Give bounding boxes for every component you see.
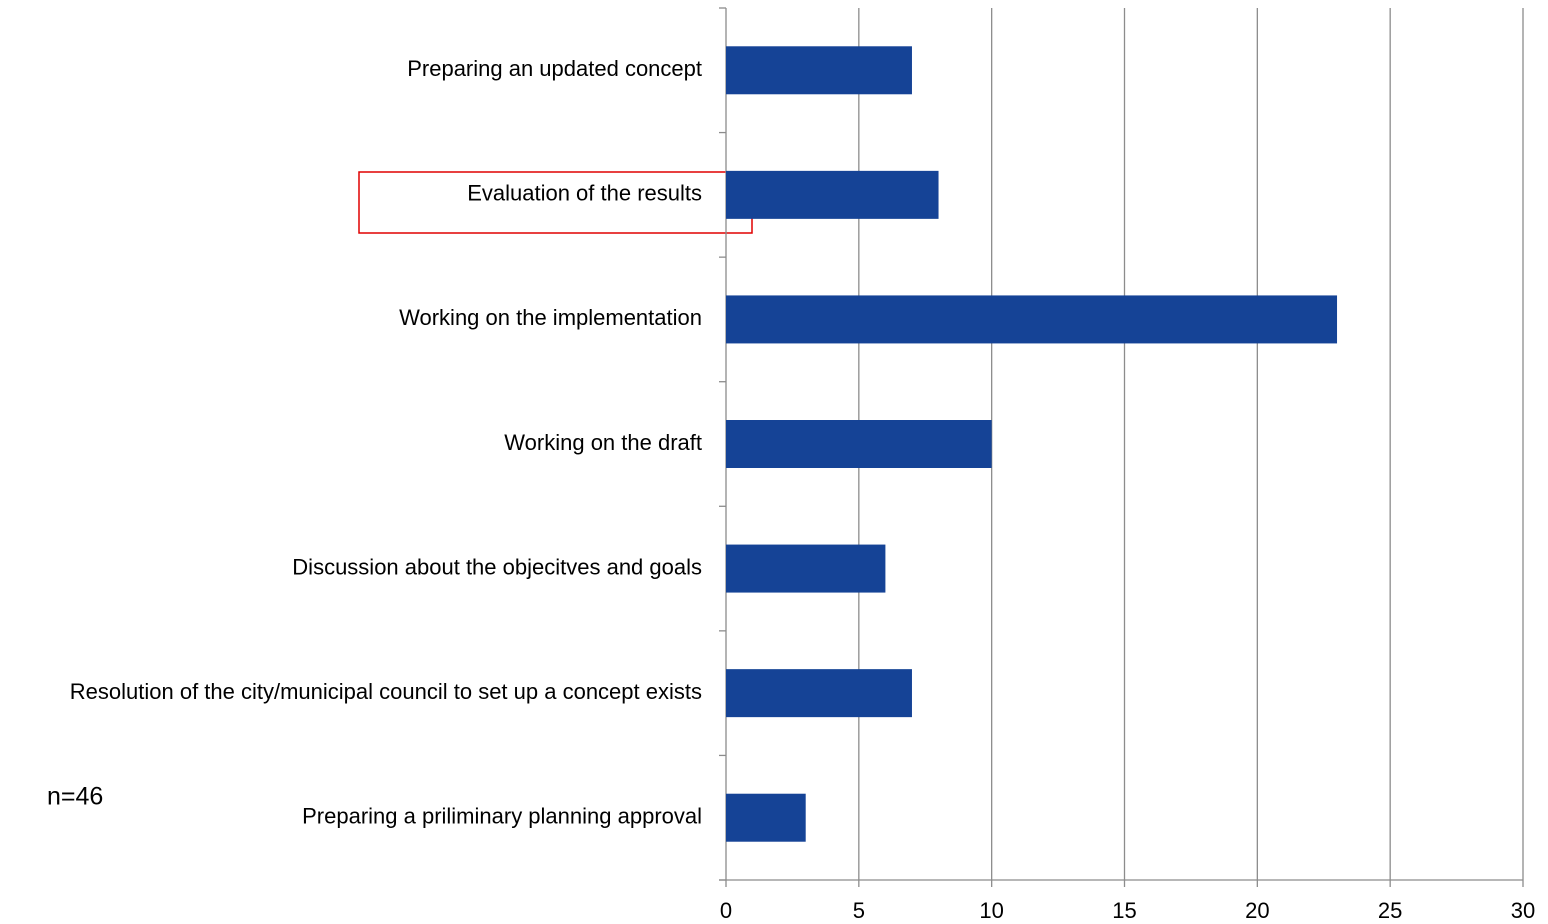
y-tick-label: Evaluation of the results	[467, 181, 702, 206]
x-tick-label: 25	[1378, 898, 1402, 923]
y-tick-label: Working on the implementation	[399, 305, 702, 330]
x-tick-label: 5	[853, 898, 865, 923]
bar	[726, 420, 992, 468]
annotation: n=46	[47, 783, 103, 811]
bar	[726, 793, 806, 842]
y-tick-label: Preparing an updated concept	[407, 56, 702, 81]
bar	[726, 544, 886, 593]
x-tick-label: 20	[1245, 898, 1269, 923]
y-tick-label: Preparing a priliminary planning approva…	[302, 804, 702, 829]
x-tick-label: 10	[979, 898, 1003, 923]
y-tick-label: Resolution of the city/municipal council…	[70, 679, 702, 704]
bar	[726, 170, 939, 219]
bar	[726, 46, 912, 95]
x-tick-label: 30	[1511, 898, 1535, 923]
x-tick-label: 0	[720, 898, 732, 923]
bar	[726, 295, 1338, 344]
x-tick-label: 15	[1112, 898, 1136, 923]
y-tick-label: Working on the draft	[504, 430, 702, 455]
bar	[726, 669, 912, 718]
y-tick-label: Discussion about the objecitves and goal…	[292, 554, 702, 579]
